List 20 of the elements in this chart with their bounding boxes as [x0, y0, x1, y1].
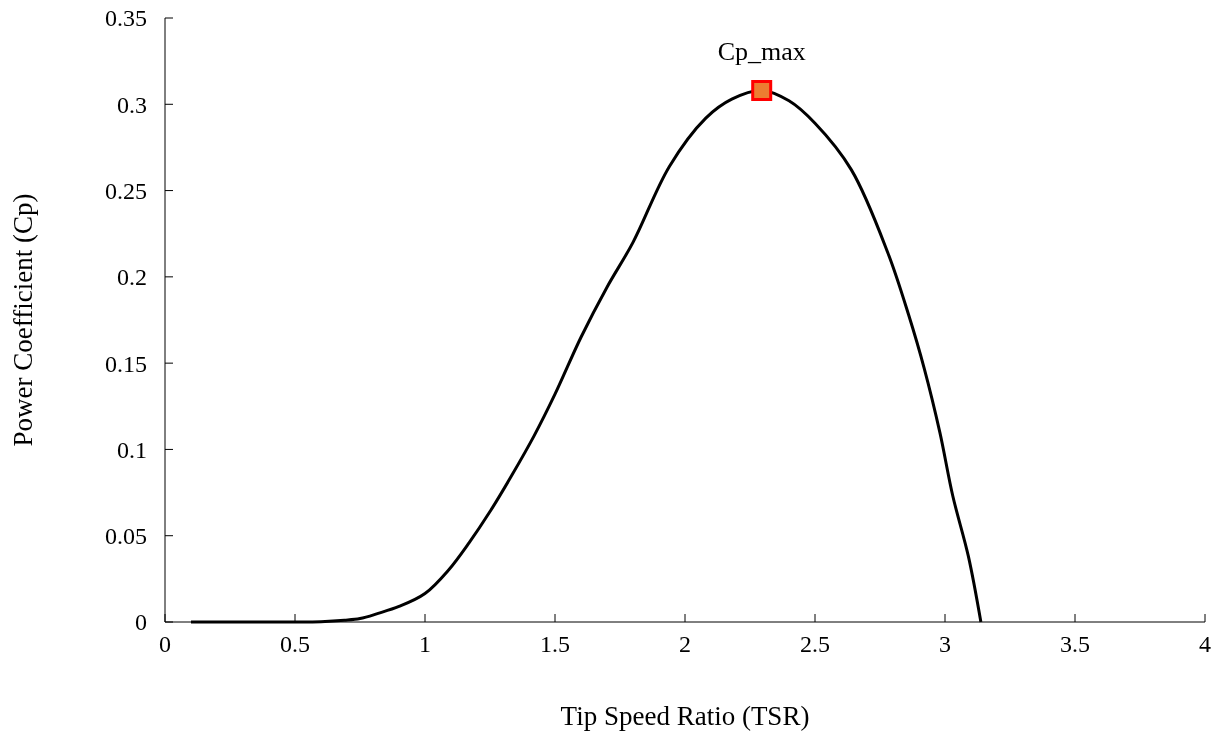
y-tick-label: 0.25: [105, 177, 147, 204]
y-tick-label: 0.15: [105, 350, 147, 377]
y-axis-title: Power Coefficient (Cp): [8, 193, 38, 447]
y-tick-label: 0: [135, 609, 147, 636]
x-tick-label: 1.5: [540, 631, 570, 657]
x-tick-label: 2: [679, 631, 691, 657]
annotation: Cp_max: [717, 37, 806, 67]
y-tick-label: 0.3: [117, 91, 147, 118]
x-tick-label: 3.5: [1060, 631, 1090, 657]
x-tick-label: 4: [1199, 631, 1211, 657]
x-tick-label: 3: [939, 631, 951, 657]
y-tick-label: 0.2: [117, 264, 147, 291]
x-tick-label: 1: [419, 631, 431, 657]
x-tick-label: 0.5: [280, 631, 310, 657]
x-tick-label: 0: [159, 631, 171, 657]
y-tick-label: 0.1: [117, 436, 147, 463]
y-tick-label: 0.35: [105, 5, 147, 32]
x-tick-label: 2.5: [800, 631, 830, 657]
x-axis-title: Tip Speed Ratio (TSR): [560, 701, 810, 731]
y-tick-label: 0.05: [105, 523, 147, 550]
